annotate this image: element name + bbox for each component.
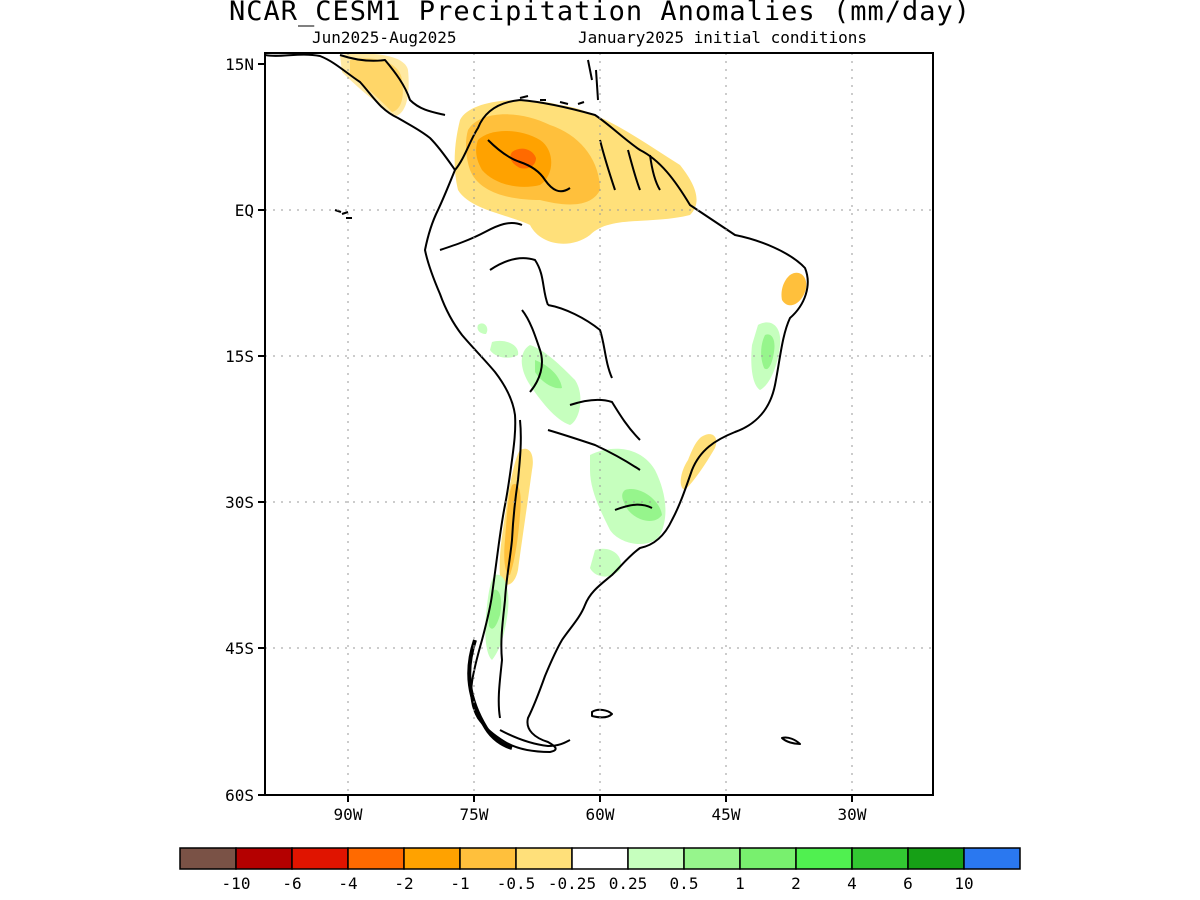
colorbar-swatch — [235, 847, 293, 870]
colorbar-swatch — [851, 847, 909, 870]
colorbar-swatch — [179, 847, 237, 870]
lat-label: 15S — [225, 347, 254, 366]
lat-label: 30S — [225, 493, 254, 512]
lat-label: 45S — [225, 639, 254, 658]
border-brazil-bolivia — [547, 304, 613, 379]
dry-anomaly-central-america-edge — [340, 53, 409, 116]
wet-anomaly-peru-2 — [477, 323, 488, 334]
wet-anomaly-argentina — [590, 548, 621, 577]
border-guianas — [599, 139, 661, 191]
falkland-islands — [591, 708, 613, 719]
south-america-outline — [424, 99, 809, 753]
tierra-del-fuego — [499, 729, 571, 747]
colorbar-tick-label: 10 — [954, 874, 973, 893]
colorbar-tick-label: 2 — [791, 874, 801, 893]
chile-fjords — [467, 639, 513, 750]
colorbar-tick-label: -0.5 — [497, 874, 536, 893]
border-argentina-chile — [497, 419, 522, 719]
colorbar-tick-label: -4 — [338, 874, 357, 893]
colorbar-tick-label: -10 — [222, 874, 251, 893]
lat-label: EQ — [235, 201, 254, 220]
lat-label: 60S — [225, 786, 254, 805]
coastlines — [265, 53, 809, 753]
south-georgia — [781, 736, 801, 745]
lon-label: 75W — [460, 805, 489, 824]
latitude-labels: 15N EQ 15S 30S 45S 60S — [225, 55, 254, 805]
colorbar-swatch — [627, 847, 685, 870]
colorbar-tick-label: 0.5 — [670, 874, 699, 893]
colorbar-swatch — [403, 847, 461, 870]
colorbar-tick-label: 0.25 — [609, 874, 648, 893]
colorbar: -10 -6 -4 -2 -1 -0.5 -0.25 0.25 0.5 1 2 4 6 10 — [179, 847, 1021, 893]
wet-anomaly-e-brazil-core — [761, 334, 775, 370]
lon-label: 90W — [334, 805, 363, 824]
wet-anomaly-peru — [490, 340, 519, 358]
colorbar-swatch — [739, 847, 797, 870]
longitude-labels: 90W 75W 60W 45W 30W — [334, 805, 867, 824]
dry-anomaly-north-max — [510, 148, 536, 169]
lon-label: 45W — [712, 805, 741, 824]
colorbar-tick-label: -2 — [394, 874, 413, 893]
axis-ticks — [258, 63, 853, 802]
colorbar-swatch — [515, 847, 573, 870]
dry-anomaly-se-brazil — [680, 434, 717, 490]
map-title: NCAR_CESM1 Precipitation Anomalies (mm/d… — [229, 0, 971, 27]
colorbar-swatch — [963, 847, 1021, 870]
lon-label: 60W — [586, 805, 615, 824]
border-colombia-venezuela — [487, 139, 571, 193]
colorbar-swatch — [907, 847, 965, 870]
dry-anomaly-ne-brazil — [781, 272, 807, 306]
galapagos-islands — [334, 209, 352, 219]
forecast-period: Jun2025-Aug2025 — [312, 28, 457, 47]
border-brazil-uruguay — [614, 503, 653, 511]
colorbar-tick-label: 1 — [735, 874, 745, 893]
colorbar-swatch — [795, 847, 853, 870]
colorbar-tick-label: 4 — [847, 874, 857, 893]
border-colombia-ecuador-peru — [439, 222, 523, 251]
caribbean-islands — [519, 59, 599, 105]
central-america-coast — [265, 53, 456, 171]
colorbar-swatch — [683, 847, 741, 870]
colorbar-tick-label: -1 — [450, 874, 469, 893]
border-brazil-peru — [489, 257, 549, 306]
central-america-coast-north — [339, 54, 446, 116]
colorbar-tick-label: -0.25 — [548, 874, 596, 893]
anomaly-shading — [340, 53, 807, 660]
border-argentina-paraguay — [547, 429, 641, 471]
lon-label: 30W — [838, 805, 867, 824]
initial-conditions: January2025 initial conditions — [578, 28, 867, 47]
border-peru-bolivia — [521, 309, 543, 393]
colorbar-swatch — [347, 847, 405, 870]
colorbar-swatch — [571, 847, 629, 870]
colorbar-swatch — [291, 847, 349, 870]
border-bolivia-paraguay — [569, 398, 641, 441]
colorbar-tick-label: 6 — [903, 874, 913, 893]
colorbar-swatch — [459, 847, 517, 870]
lat-label: 15N — [225, 55, 254, 74]
colorbar-tick-label: -6 — [282, 874, 301, 893]
